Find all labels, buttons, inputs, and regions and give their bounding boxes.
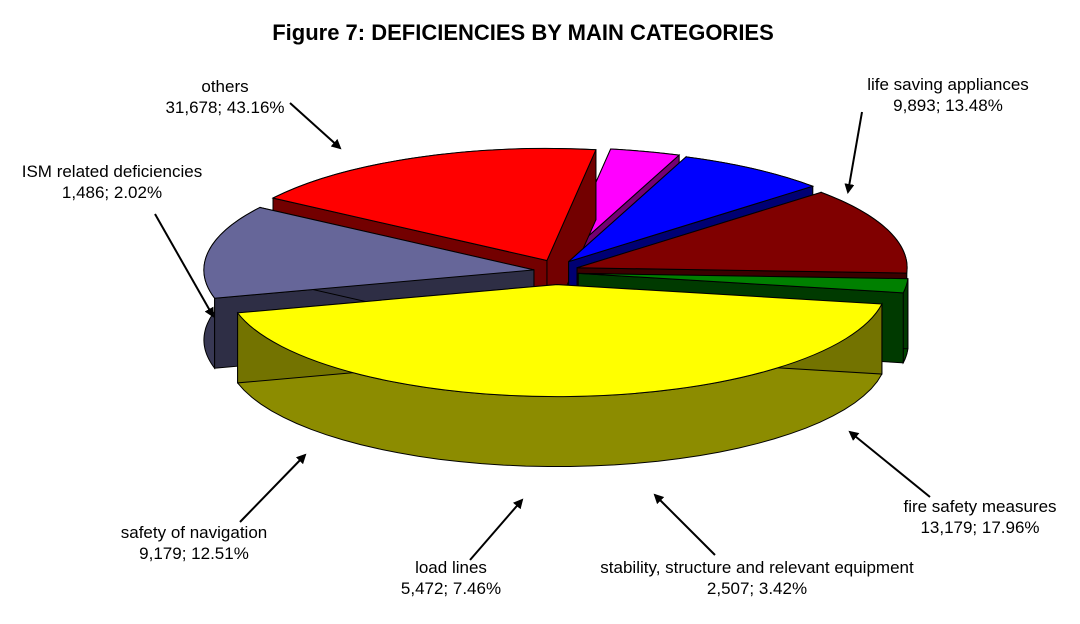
slice-label-arrow-0: [289, 102, 342, 150]
slice-top-0: [236, 284, 883, 398]
slice-top-4: [568, 156, 815, 263]
slice-label-value-5: 9,179; 12.51%: [139, 544, 249, 563]
slice-label-value-6: 1,486; 2.02%: [62, 183, 162, 202]
slice-label-value-4: 5,472; 7.46%: [401, 579, 501, 598]
slice-top-1: [203, 206, 535, 299]
slice-label-name-6: ISM related deficiencies: [22, 162, 202, 181]
slice-label-1: life saving appliances 9,893; 13.48%: [844, 75, 1029, 194]
slice-label-4: load lines 5,472; 7.46%: [401, 498, 524, 598]
slice-0: [236, 284, 883, 467]
slice-label-value-1: 9,893; 13.48%: [893, 96, 1003, 115]
slice-label-name-3: stability, structure and relevant equipm…: [600, 558, 914, 577]
slice-top-2: [271, 147, 597, 262]
slice-label-arrow-4: [469, 498, 524, 561]
slice-label-2: fire safety measures 13,179; 17.96%: [848, 430, 1057, 537]
slices-layer: [203, 147, 909, 467]
slice-top-3: [561, 148, 681, 261]
slice-label-value-0: 31,678; 43.16%: [165, 98, 284, 117]
slice-label-arrow-5: [239, 453, 307, 523]
slice-label-arrow-6: [154, 213, 214, 318]
slice-label-5: safety of navigation 9,179; 12.51%: [121, 453, 307, 563]
slice-top-5: [576, 191, 908, 274]
chart-title: Figure 7: DEFICIENCIES BY MAIN CATEGORIE…: [272, 20, 774, 45]
slice-label-name-1: life saving appliances: [867, 75, 1029, 94]
labels-layer: others 31,678; 43.16% life saving applianc…: [22, 75, 1057, 598]
slice-label-0: others 31,678; 43.16%: [165, 77, 342, 150]
slice-label-name-2: fire safety measures: [903, 497, 1056, 516]
slice-label-name-5: safety of navigation: [121, 523, 267, 542]
slice-label-value-2: 13,179; 17.96%: [920, 518, 1039, 537]
slice-label-arrow-2: [848, 430, 931, 498]
slice-label-value-3: 2,507; 3.42%: [707, 579, 807, 598]
slice-top-6: [578, 272, 909, 294]
slice-label-6: ISM related deficiencies 1,486; 2.02%: [22, 162, 214, 318]
slice-label-arrow-1: [844, 111, 863, 194]
slice-label-arrow-3: [653, 493, 716, 556]
slice-label-name-0: others: [201, 77, 248, 96]
slice-label-3: stability, structure and relevant equipm…: [600, 493, 914, 598]
slice-label-name-4: load lines: [415, 558, 487, 577]
